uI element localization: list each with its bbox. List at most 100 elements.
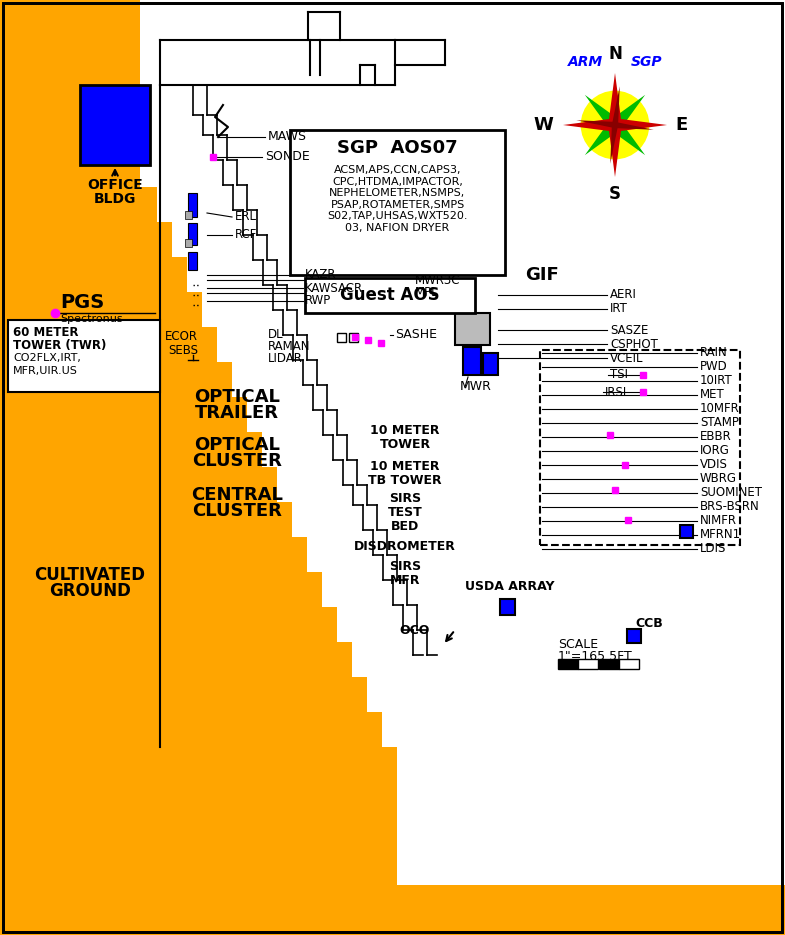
- Text: ECOR: ECOR: [165, 330, 198, 343]
- Text: IRSI: IRSI: [605, 385, 627, 398]
- Bar: [680, 525, 693, 538]
- Bar: [185, 239, 192, 247]
- Text: VDIS: VDIS: [700, 458, 728, 471]
- Polygon shape: [0, 885, 785, 935]
- Polygon shape: [610, 121, 645, 155]
- Text: VCEIL: VCEIL: [610, 352, 644, 365]
- Text: RAIN: RAIN: [700, 347, 728, 359]
- Text: SUOMINET: SUOMINET: [700, 486, 762, 499]
- Bar: [188, 252, 197, 270]
- Polygon shape: [608, 73, 622, 125]
- Text: STAMP: STAMP: [700, 416, 739, 429]
- Text: SGP: SGP: [631, 55, 663, 69]
- Bar: [8, 320, 160, 392]
- Bar: [599, 659, 619, 669]
- Circle shape: [582, 93, 648, 157]
- Bar: [455, 313, 490, 345]
- Polygon shape: [615, 122, 654, 130]
- Text: TEST: TEST: [388, 507, 422, 520]
- Text: MFRN1: MFRN1: [700, 528, 741, 541]
- Text: SASZE: SASZE: [610, 324, 648, 337]
- Bar: [619, 659, 639, 669]
- Polygon shape: [576, 121, 615, 128]
- Bar: [540, 350, 740, 545]
- Text: 10MFR: 10MFR: [700, 402, 739, 415]
- Text: LDIS: LDIS: [700, 542, 726, 555]
- Text: RAMAN: RAMAN: [268, 340, 311, 353]
- Polygon shape: [0, 0, 397, 935]
- Text: USDA ARRAY: USDA ARRAY: [466, 581, 555, 594]
- Text: BLDG: BLDG: [94, 192, 136, 206]
- Text: ERL: ERL: [235, 210, 257, 223]
- Text: MFR: MFR: [389, 574, 420, 587]
- Text: TRAILER: TRAILER: [195, 404, 279, 422]
- Text: MWR3C: MWR3C: [415, 274, 461, 286]
- Bar: [337, 333, 346, 342]
- Text: GIF: GIF: [525, 266, 559, 284]
- Text: PWD: PWD: [700, 361, 728, 373]
- Polygon shape: [610, 94, 645, 130]
- Text: DISDROMETER: DISDROMETER: [354, 540, 456, 554]
- Text: BED: BED: [391, 521, 419, 534]
- Text: CULTIVATED: CULTIVATED: [35, 566, 145, 584]
- Text: IRT: IRT: [610, 303, 628, 315]
- Text: OCO: OCO: [400, 624, 430, 637]
- Bar: [80, 85, 150, 165]
- Text: N: N: [608, 45, 622, 63]
- Text: Spectronus: Spectronus: [60, 314, 122, 324]
- Text: SEBS: SEBS: [168, 343, 198, 356]
- Text: TB TOWER: TB TOWER: [368, 474, 442, 487]
- Text: GROUND: GROUND: [49, 582, 131, 600]
- Text: AERI: AERI: [610, 289, 637, 301]
- Text: TSI: TSI: [610, 368, 628, 381]
- Text: SGP  AOS07: SGP AOS07: [338, 139, 458, 157]
- Polygon shape: [615, 118, 667, 132]
- Text: OPTICAL: OPTICAL: [194, 436, 280, 454]
- Text: RCF: RCF: [235, 228, 257, 241]
- Text: PGS: PGS: [60, 294, 104, 312]
- Text: OPTICAL: OPTICAL: [194, 388, 280, 406]
- Bar: [188, 223, 197, 245]
- Text: CO2FLX,IRT,: CO2FLX,IRT,: [13, 353, 81, 363]
- Text: ARM: ARM: [568, 55, 603, 69]
- Polygon shape: [608, 125, 622, 177]
- Text: EBBR: EBBR: [700, 430, 732, 443]
- Text: CLUSTER: CLUSTER: [192, 502, 282, 520]
- Text: CLUSTER: CLUSTER: [192, 452, 282, 470]
- Bar: [578, 659, 598, 669]
- Text: TOWER: TOWER: [379, 438, 430, 451]
- Polygon shape: [610, 124, 618, 164]
- Bar: [627, 629, 641, 643]
- Text: DL: DL: [268, 328, 283, 341]
- Text: SIRS: SIRS: [389, 493, 421, 506]
- Bar: [349, 333, 358, 342]
- Bar: [305, 278, 475, 313]
- Text: E: E: [675, 116, 687, 134]
- Text: SONDE: SONDE: [265, 151, 310, 164]
- Text: 10IRT: 10IRT: [700, 375, 732, 387]
- Text: 10 METER: 10 METER: [371, 424, 440, 437]
- Text: 60 METER: 60 METER: [13, 325, 78, 338]
- Bar: [463, 347, 481, 375]
- Bar: [500, 599, 515, 615]
- Bar: [290, 130, 505, 275]
- Text: RWP: RWP: [305, 295, 331, 308]
- Text: KAWSACR: KAWSACR: [305, 281, 363, 295]
- Text: IORG: IORG: [700, 444, 730, 457]
- Text: MPL: MPL: [415, 286, 439, 299]
- Text: Guest AOS: Guest AOS: [340, 286, 440, 305]
- Polygon shape: [612, 86, 619, 125]
- Text: CENTRAL: CENTRAL: [191, 486, 283, 504]
- Text: W: W: [533, 116, 553, 134]
- Text: SASHE: SASHE: [395, 328, 437, 341]
- Text: BRS-BSRN: BRS-BSRN: [700, 500, 760, 513]
- Text: LIDAR: LIDAR: [268, 352, 303, 366]
- Text: CCB: CCB: [635, 617, 663, 630]
- Text: WBRG: WBRG: [700, 472, 737, 485]
- Bar: [483, 353, 498, 375]
- Text: SCALE: SCALE: [558, 639, 598, 652]
- Text: CSPHOT: CSPHOT: [610, 338, 658, 351]
- Text: ACSM,APS,CCN,CAPS3,
CPC,HTDMA,IMPACTOR,
NEPHELOMETER,NSMPS,
PSAP,ROTAMETER,SMPS
: ACSM,APS,CCN,CAPS3, CPC,HTDMA,IMPACTOR, …: [327, 165, 468, 233]
- Text: NIMFR: NIMFR: [700, 514, 737, 527]
- Text: SIRS: SIRS: [389, 560, 421, 573]
